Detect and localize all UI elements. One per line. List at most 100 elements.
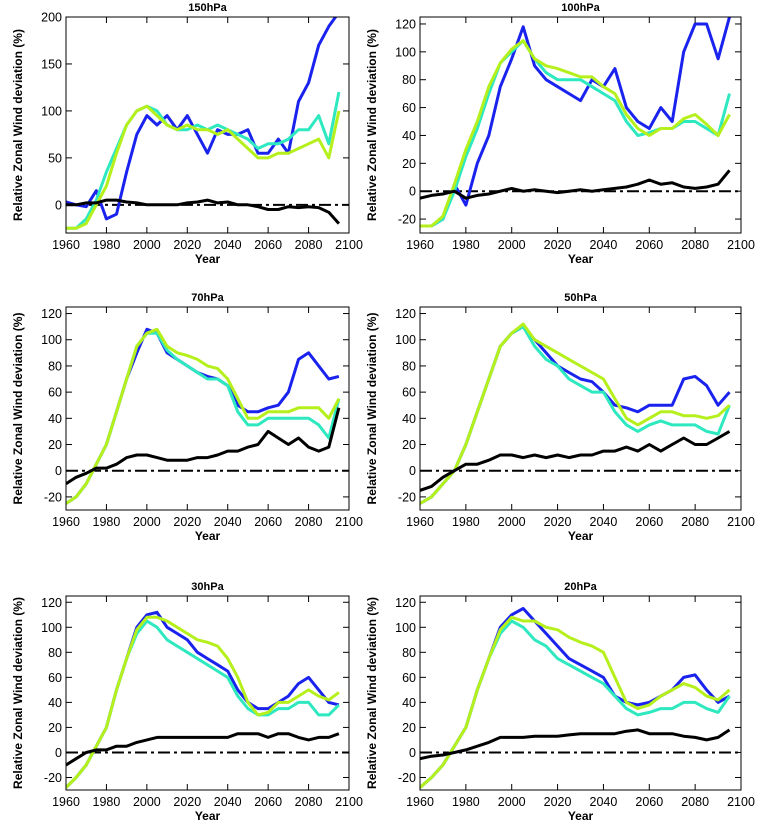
- x-axis-label: Year: [568, 252, 594, 266]
- y-tick-label: 0: [409, 464, 416, 478]
- y-tick-label: 100: [395, 45, 416, 59]
- x-tick-label: 1960: [52, 515, 80, 529]
- panel-title: 70hPa: [191, 292, 224, 304]
- x-tick-label: 1980: [452, 795, 480, 809]
- x-tick-label: 2020: [544, 795, 572, 809]
- x-axis-label: Year: [195, 529, 221, 543]
- x-tick-label: 2020: [544, 238, 572, 252]
- x-tick-label: 2000: [133, 515, 161, 529]
- panel-30hPa: 1960 1980 2000 2020 2040 2060 2080 2100-2002040…: [11, 581, 363, 823]
- y-tick-label: 60: [48, 671, 62, 685]
- y-axis-label: Relative Zonal Wind deviation (%): [11, 29, 25, 221]
- panel-title: 100hPa: [561, 2, 600, 14]
- x-tick-label: 2040: [590, 238, 618, 252]
- y-tick-label: 60: [48, 386, 62, 400]
- y-tick-label: 60: [402, 101, 416, 115]
- y-axis-label: Relative Zonal Wind deviation (%): [11, 597, 25, 789]
- plot-frame: [419, 306, 742, 511]
- y-tick-label: 100: [41, 333, 62, 347]
- series-line-blue: [66, 610, 340, 789]
- x-tick-label: 2000: [133, 795, 161, 809]
- series-line-lime: [420, 615, 731, 789]
- y-tick-label: 20: [402, 157, 416, 171]
- x-tick-label: 1960: [52, 795, 80, 809]
- x-tick-label: 2000: [498, 795, 526, 809]
- panel-title: 20hPa: [564, 581, 597, 593]
- x-tick-label: 2100: [335, 795, 363, 809]
- panel-50hPa: 1960 1980 2000 2020 2040 2060 2080 2100-2002040…: [365, 292, 755, 543]
- x-tick-label: 1980: [452, 515, 480, 529]
- x-tick-label: 2080: [681, 515, 709, 529]
- series-line-black: [66, 407, 341, 486]
- x-tick-label: 2060: [254, 515, 282, 529]
- x-tick-label: 2060: [635, 795, 663, 809]
- x-tick-label: 2040: [590, 515, 618, 529]
- x-tick-label: 2100: [727, 795, 755, 809]
- y-tick-label: 40: [402, 412, 416, 426]
- series-line-black: [66, 732, 340, 767]
- y-tick-label: -20: [398, 213, 416, 227]
- plot-frame: [419, 595, 742, 791]
- series-line-lime: [66, 104, 341, 230]
- y-tick-label: 120: [395, 596, 416, 610]
- x-tick-label: 1960: [406, 795, 434, 809]
- y-tick-label: -20: [44, 771, 62, 785]
- y-tick-label: 40: [402, 696, 416, 710]
- series-line-lime: [420, 322, 731, 505]
- x-tick-label: 2000: [498, 515, 526, 529]
- y-tick-label: 150: [41, 57, 62, 71]
- x-tick-label: 2100: [727, 238, 755, 252]
- series-line-black: [420, 728, 731, 761]
- x-tick-label: 2000: [498, 238, 526, 252]
- x-tick-label: 1980: [93, 238, 121, 252]
- plot-frame: [65, 595, 350, 791]
- x-tick-label: 2020: [544, 515, 572, 529]
- x-tick-label: 2040: [214, 515, 242, 529]
- x-axis-label: Year: [568, 809, 594, 823]
- y-tick-label: -20: [398, 490, 416, 504]
- y-axis-label: Relative Zonal Wind deviation (%): [365, 29, 379, 221]
- x-tick-label: 1980: [93, 515, 121, 529]
- series-line-blue: [66, 327, 340, 505]
- x-tick-label: 2000: [133, 238, 161, 252]
- y-tick-label: 80: [48, 646, 62, 660]
- x-tick-label: 2100: [727, 515, 755, 529]
- y-axis-label: Relative Zonal Wind deviation (%): [365, 313, 379, 505]
- y-tick-label: 100: [395, 621, 416, 635]
- x-tick-label: 2080: [295, 238, 323, 252]
- series-line-lime: [66, 327, 341, 505]
- y-tick-label: 60: [402, 671, 416, 685]
- y-tick-label: 120: [41, 307, 62, 321]
- y-tick-label: 20: [402, 721, 416, 735]
- x-tick-label: 1960: [52, 238, 80, 252]
- y-tick-label: 20: [48, 438, 62, 452]
- series-line-black: [420, 169, 731, 200]
- y-tick-label: 200: [41, 11, 62, 25]
- y-tick-label: 20: [48, 721, 62, 735]
- y-tick-label: 80: [48, 359, 62, 373]
- x-tick-label: 2080: [681, 795, 709, 809]
- panel-title: 50hPa: [564, 292, 597, 304]
- y-tick-label: 40: [402, 129, 416, 143]
- series-line-blue: [420, 607, 731, 789]
- y-tick-label: 40: [48, 412, 62, 426]
- y-tick-label: 120: [395, 17, 416, 31]
- x-tick-label: 2040: [214, 238, 242, 252]
- series-line-cyan: [66, 619, 340, 789]
- y-tick-label: 0: [55, 464, 62, 478]
- x-tick-label: 2040: [214, 795, 242, 809]
- y-tick-label: 100: [41, 621, 62, 635]
- plot-frame: [65, 306, 350, 511]
- y-tick-label: 120: [41, 596, 62, 610]
- y-tick-label: 0: [409, 746, 416, 760]
- series-line-cyan: [420, 619, 731, 789]
- y-axis-label: Relative Zonal Wind deviation (%): [365, 597, 379, 789]
- x-tick-label: 2060: [635, 515, 663, 529]
- x-tick-label: 2020: [173, 238, 201, 252]
- y-tick-label: 0: [55, 198, 62, 212]
- x-tick-label: 2020: [173, 795, 201, 809]
- y-tick-label: -20: [398, 771, 416, 785]
- series-line-black: [420, 430, 731, 492]
- y-tick-label: -20: [44, 490, 62, 504]
